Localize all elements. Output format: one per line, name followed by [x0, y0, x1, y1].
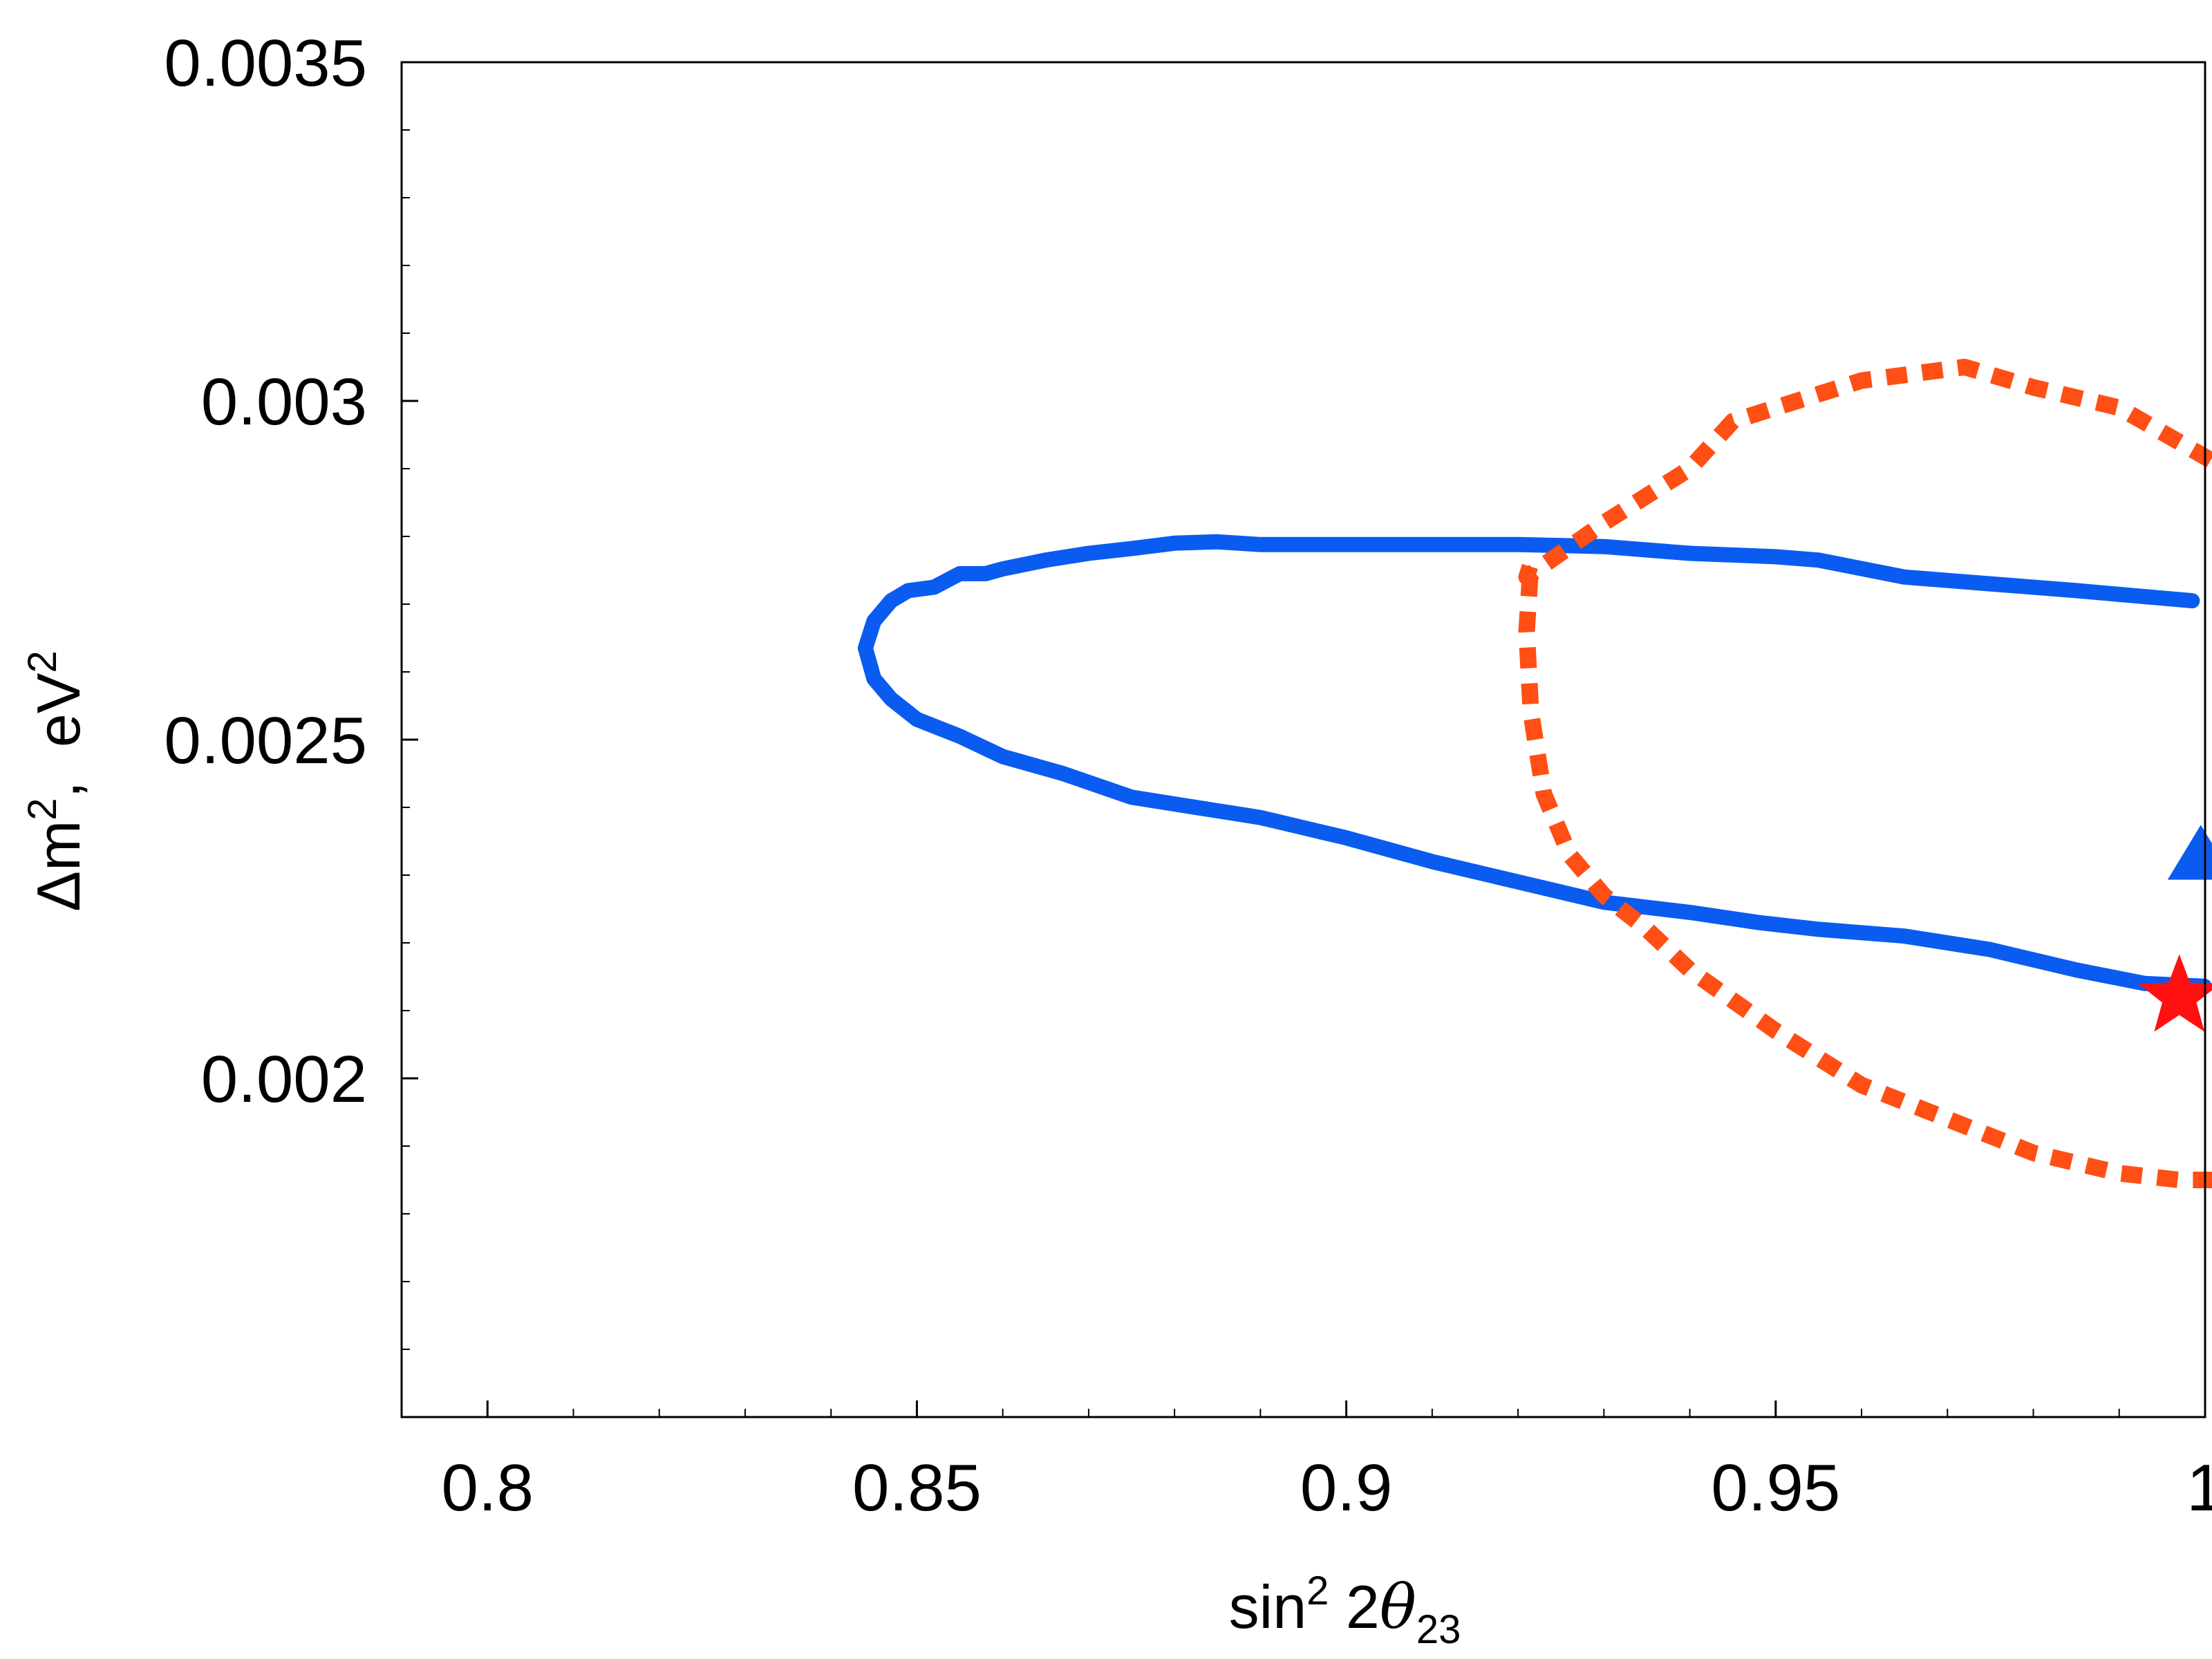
star-marker	[2138, 954, 2212, 1032]
marker-layer	[2138, 825, 2212, 1032]
x-axis-title-base: sin	[1229, 1573, 1307, 1641]
y-axis-title-delta: Δm	[24, 821, 93, 912]
x-axis-title-sub: 23	[1416, 1607, 1461, 1652]
y-axis-title-sup2: 2	[20, 650, 65, 673]
x-tick-label: 0.8	[442, 1451, 534, 1525]
x-tick-label: 0.85	[852, 1451, 982, 1525]
x-axis-title: sin2 2θ23	[1229, 1568, 1461, 1652]
x-tick-label: 1	[2186, 1451, 2212, 1525]
x-axis-title-mid: 2	[1329, 1573, 1379, 1641]
y-tick-label: 0.003	[201, 365, 367, 439]
y-tick-label: 0.002	[201, 1042, 367, 1116]
y-axis-title: Δm2, eV2	[20, 650, 93, 912]
y-axis-title-sup1: 2	[20, 798, 65, 820]
x-tick-label: 0.9	[1300, 1451, 1392, 1525]
y-tick-label: 0.0035	[164, 26, 367, 100]
solid-contour-line	[857, 534, 2212, 994]
y-tick-label: 0.0025	[164, 704, 367, 778]
x-axis-title-theta: θ	[1380, 1571, 1416, 1642]
dashed-contour-line	[1518, 359, 2212, 1188]
x-tick-label: 0.95	[1711, 1451, 1840, 1525]
triangle-marker	[2167, 825, 2212, 880]
y-axis-title-mid: , eV	[24, 673, 93, 798]
tick-labels: 0.8 0.85 0.9 0.95 1 0.002 0.0025 0.003 0.0035	[164, 26, 2212, 1525]
x-axis-title-sup: 2	[1306, 1568, 1329, 1613]
plot-frame	[400, 61, 2206, 1418]
series-layer	[857, 359, 2212, 1188]
